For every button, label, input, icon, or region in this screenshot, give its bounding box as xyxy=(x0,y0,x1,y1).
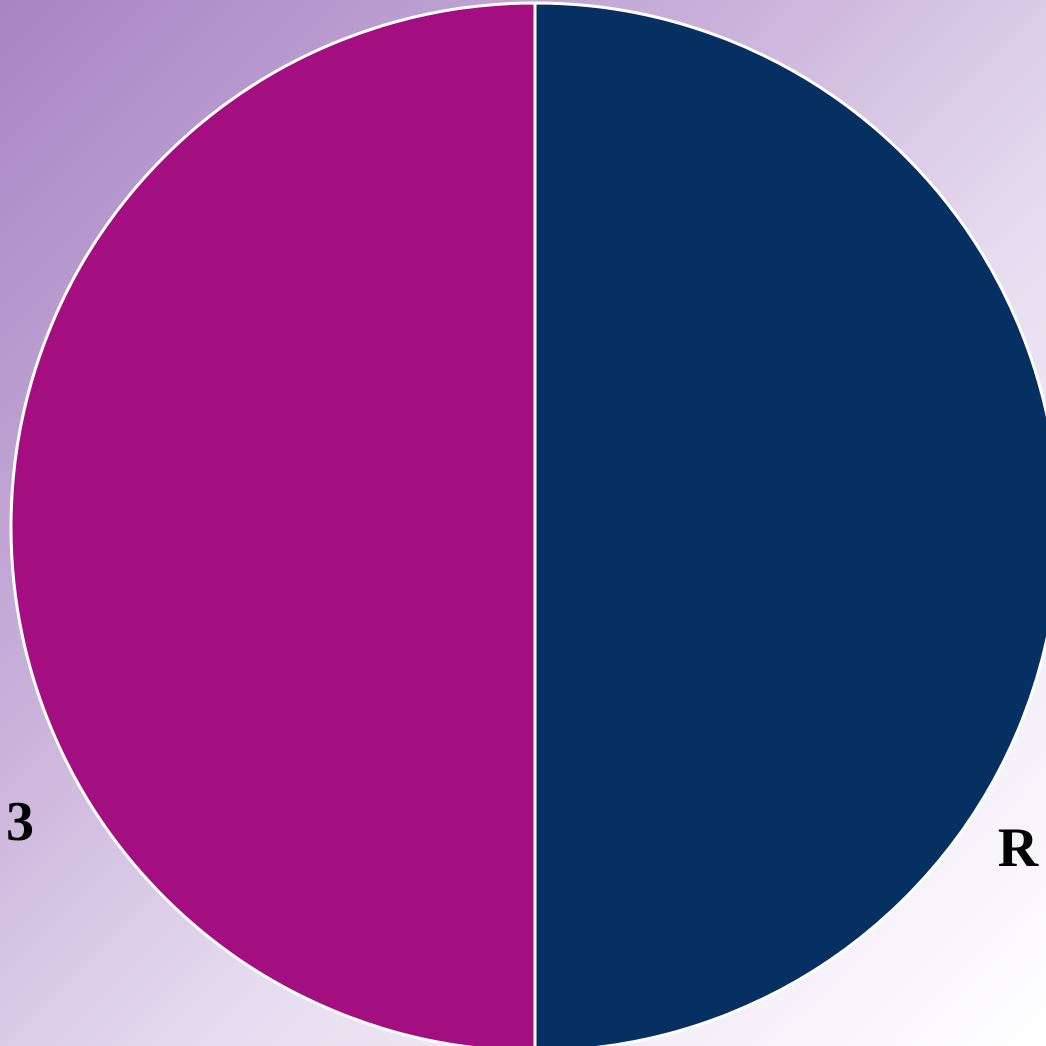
slice-label-r: R xyxy=(998,817,1039,879)
pie-slices xyxy=(9,1,1046,1046)
slice-label-3: 3 xyxy=(6,791,34,853)
pie-slice-3 xyxy=(9,1,537,1046)
pie-slice-r xyxy=(533,1,1046,1046)
